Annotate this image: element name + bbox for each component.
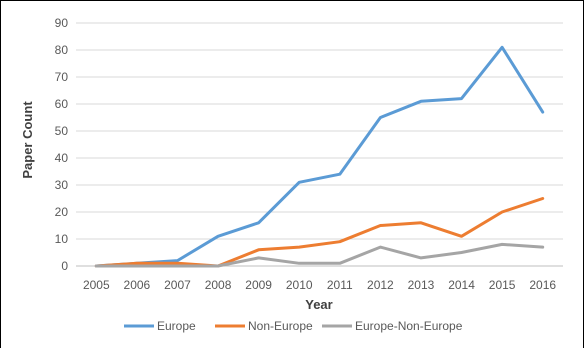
x-tick-label: 2006 [124,278,151,292]
series-line-europe-non-europe [94,242,545,268]
y-tick-labels: 0 10 20 30 40 50 60 70 80 90 [55,16,69,273]
legend-label: Non-Europe [248,319,313,333]
y-tick-label: 70 [55,70,69,84]
y-axis-title: Paper Count [20,101,35,179]
legend: Europe Non-Europe Europe-Non-Europe [124,319,463,333]
x-tick-label: 2009 [245,278,272,292]
y-tick-label: 10 [55,232,69,246]
legend-item: Europe [124,319,196,333]
y-tick-label: 80 [55,43,69,57]
x-tick-label: 2015 [489,278,516,292]
x-tick-label: 2014 [448,278,475,292]
y-tick-label: 0 [61,259,68,273]
x-tick-label: 2007 [164,278,191,292]
y-tick-label: 60 [55,97,69,111]
legend-item: Non-Europe [215,319,313,333]
y-tick-label: 20 [55,205,69,219]
x-tick-label: 2012 [367,278,394,292]
x-tick-label: 2005 [83,278,110,292]
x-tick-label: 2011 [327,278,353,292]
x-axis-title: Year [305,297,332,312]
x-tick-label: 2016 [529,278,556,292]
series-lines [94,45,545,268]
legend-label: Europe-Non-Europe [355,319,463,333]
legend-label: Europe [157,319,196,333]
legend-item: Europe-Non-Europe [322,319,463,333]
gridlines [76,22,563,267]
x-tick-label: 2010 [286,278,313,292]
x-tick-label: 2008 [205,278,232,292]
y-tick-label: 40 [55,151,69,165]
series-line-non-europe [94,197,545,268]
series-line-europe [94,45,545,268]
y-tick-label: 90 [55,16,69,30]
y-tick-label: 30 [55,178,69,192]
y-tick-label: 50 [55,124,69,138]
x-tick-labels: 2005 2006 2007 2008 2009 2010 2011 2012 2013 2014… [83,278,556,292]
x-tick-label: 2013 [408,278,435,292]
